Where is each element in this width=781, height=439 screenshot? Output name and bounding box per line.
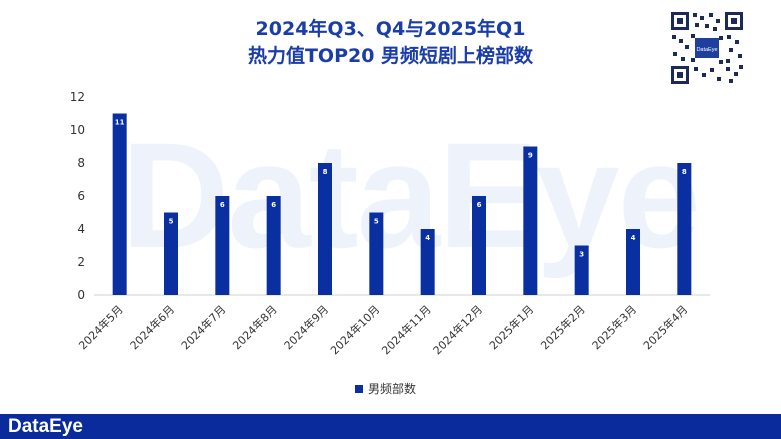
bar [523, 146, 538, 295]
bar-data-label: 6 [271, 201, 276, 209]
bar [215, 196, 230, 295]
chart-title-line2: 热力值TOP20 男频短剧上榜部数 [247, 45, 534, 67]
bar-data-label: 4 [425, 234, 430, 242]
bar [472, 196, 486, 295]
bar [574, 245, 589, 295]
bar [318, 163, 332, 295]
legend-label: 男频部数 [368, 382, 417, 396]
qr-logo-label: DataEye [696, 47, 717, 53]
x-tick-label: 2024年6月 [127, 302, 177, 352]
y-tick-label: 12 [70, 90, 85, 104]
x-tick-label: 2024年12月 [430, 302, 485, 357]
footer-bar: DataEye [0, 414, 781, 439]
bar-data-label: 9 [528, 152, 533, 160]
legend: 男频部数 [355, 380, 416, 397]
bar [369, 212, 384, 295]
bar-data-label: 3 [579, 251, 584, 259]
x-tick-label: 2024年8月 [230, 302, 280, 352]
bar [626, 229, 640, 295]
bar-data-label: 11 [115, 119, 125, 127]
bar-data-label: 8 [682, 168, 687, 176]
x-tick-label: 2024年5月 [76, 302, 126, 352]
qr-code-icon: DataEye [669, 10, 745, 86]
bar-data-label: 5 [169, 218, 174, 226]
legend-swatch [355, 384, 363, 393]
bar [112, 113, 127, 295]
y-tick-label: 10 [70, 123, 85, 137]
y-tick-label: 6 [77, 189, 85, 203]
x-tick-label: 2025年2月 [538, 302, 588, 352]
bar-data-label: 6 [220, 201, 225, 209]
bar-data-label: 6 [477, 201, 482, 209]
x-tick-label: 2025年1月 [486, 302, 536, 352]
y-tick-label: 4 [77, 222, 85, 236]
bar-data-label: 8 [323, 168, 328, 176]
x-tick-label: 2025年3月 [589, 302, 639, 352]
x-tick-label: 2025年4月 [640, 302, 690, 352]
y-tick-label: 8 [77, 156, 85, 170]
x-tick-label: 2024年10月 [327, 302, 382, 357]
y-tick-label: 0 [77, 288, 85, 302]
bar [677, 163, 692, 295]
bar [266, 196, 281, 295]
footer-logo: DataEye [8, 416, 83, 437]
bar-data-label: 5 [374, 218, 379, 226]
bar [164, 212, 178, 295]
bar-data-label: 4 [631, 234, 636, 242]
x-tick-label: 2024年7月 [178, 302, 228, 352]
x-tick-label: 2024年9月 [281, 302, 331, 352]
bar [420, 229, 435, 295]
chart-title-line1: 2024年Q3、Q4与2025年Q1 [255, 18, 526, 40]
y-tick-label: 2 [77, 255, 85, 269]
x-tick-label: 2024年11月 [379, 302, 434, 357]
